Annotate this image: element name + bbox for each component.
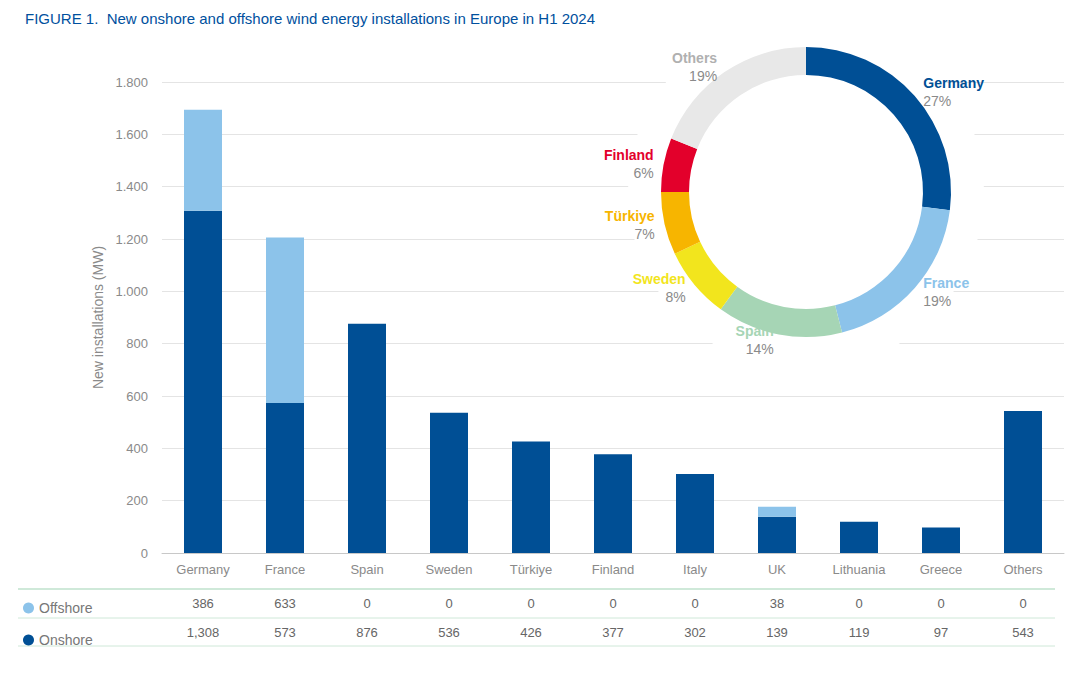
svg-text:Spain: Spain: [350, 562, 383, 577]
svg-text:France: France: [923, 275, 969, 291]
svg-text:1,308: 1,308: [187, 625, 220, 640]
svg-text:Sweden: Sweden: [426, 562, 473, 577]
svg-text:0: 0: [937, 596, 944, 611]
svg-text:0: 0: [445, 596, 452, 611]
svg-text:7%: 7%: [634, 226, 654, 242]
svg-text:Türkiye: Türkiye: [605, 208, 655, 224]
svg-text:Finland: Finland: [604, 147, 654, 163]
svg-text:14%: 14%: [746, 341, 774, 357]
svg-text:0: 0: [141, 546, 148, 561]
svg-text:377: 377: [602, 625, 624, 640]
svg-text:800: 800: [126, 336, 148, 351]
svg-text:Finland: Finland: [592, 562, 635, 577]
svg-text:19%: 19%: [689, 68, 717, 84]
svg-text:Greece: Greece: [920, 562, 963, 577]
svg-text:0: 0: [855, 596, 862, 611]
svg-text:426: 426: [520, 625, 542, 640]
svg-text:0: 0: [1019, 596, 1026, 611]
svg-text:600: 600: [126, 389, 148, 404]
svg-text:Türkiye: Türkiye: [510, 562, 553, 577]
svg-text:8%: 8%: [665, 289, 685, 305]
svg-text:Germany: Germany: [923, 75, 984, 91]
svg-text:38: 38: [770, 596, 784, 611]
svg-text:139: 139: [766, 625, 788, 640]
svg-text:Italy: Italy: [683, 562, 707, 577]
svg-text:573: 573: [274, 625, 296, 640]
svg-text:200: 200: [126, 493, 148, 508]
svg-text:0: 0: [527, 596, 534, 611]
svg-text:1.800: 1.800: [115, 75, 148, 90]
svg-text:0: 0: [609, 596, 616, 611]
svg-text:Spain: Spain: [736, 323, 774, 339]
svg-text:400: 400: [126, 441, 148, 456]
svg-text:Onshore: Onshore: [39, 632, 93, 648]
svg-text:27%: 27%: [923, 93, 951, 109]
svg-text:New installations (MW): New installations (MW): [90, 246, 106, 389]
svg-text:543: 543: [1012, 625, 1034, 640]
svg-text:Germany: Germany: [176, 562, 230, 577]
svg-text:97: 97: [934, 625, 948, 640]
svg-text:119: 119: [849, 625, 870, 640]
svg-text:Sweden: Sweden: [633, 271, 686, 287]
svg-text:1.400: 1.400: [115, 179, 148, 194]
svg-text:Offshore: Offshore: [39, 600, 93, 616]
svg-text:536: 536: [438, 625, 460, 640]
svg-text:386: 386: [192, 596, 214, 611]
svg-text:0: 0: [363, 596, 370, 611]
svg-text:UK: UK: [768, 562, 786, 577]
svg-text:633: 633: [274, 596, 296, 611]
svg-text:Lithuania: Lithuania: [833, 562, 887, 577]
svg-text:1.600: 1.600: [115, 127, 148, 142]
svg-text:1.200: 1.200: [115, 232, 148, 247]
svg-text:France: France: [265, 562, 305, 577]
svg-text:Others: Others: [672, 50, 717, 66]
svg-text:1.000: 1.000: [115, 284, 148, 299]
svg-text:6%: 6%: [633, 165, 653, 181]
svg-text:FIGURE 1. New onshore and off: FIGURE 1. New onshore and offshore wind …: [25, 10, 595, 27]
svg-text:Others: Others: [1003, 562, 1043, 577]
svg-text:0: 0: [691, 596, 698, 611]
svg-text:876: 876: [356, 625, 378, 640]
svg-text:19%: 19%: [923, 293, 951, 309]
svg-text:302: 302: [684, 625, 706, 640]
